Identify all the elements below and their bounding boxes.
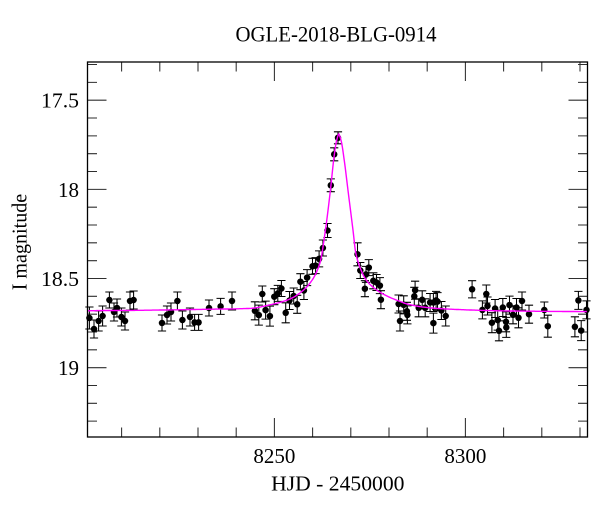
- svg-text:18: 18: [58, 178, 79, 202]
- svg-text:18.5: 18.5: [41, 267, 79, 291]
- svg-text:HJD - 2450000: HJD - 2450000: [271, 472, 404, 496]
- svg-text:19: 19: [58, 356, 79, 380]
- svg-text:17.5: 17.5: [41, 89, 79, 113]
- svg-text:8300: 8300: [444, 444, 486, 468]
- svg-text:I magnitude: I magnitude: [8, 194, 32, 291]
- svg-text:OGLE-2018-BLG-0914: OGLE-2018-BLG-0914: [236, 22, 437, 47]
- svg-text:8250: 8250: [253, 444, 295, 468]
